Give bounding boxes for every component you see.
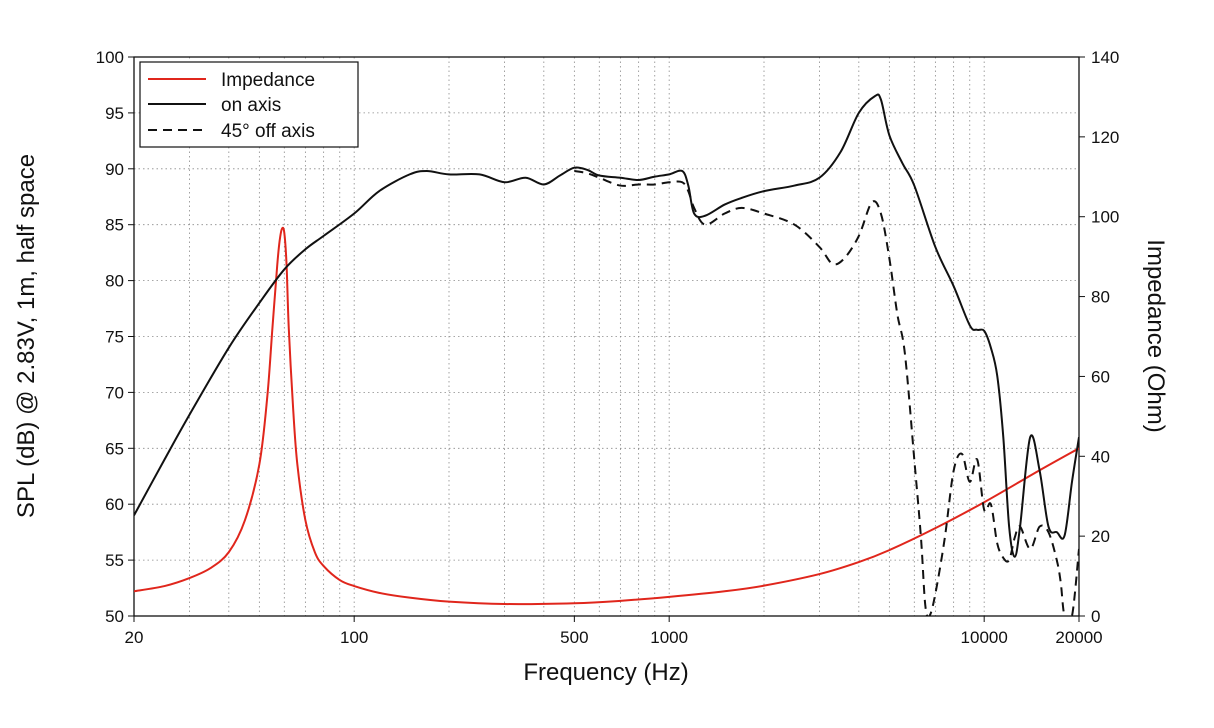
y2-tick-label: 40 xyxy=(1091,447,1110,466)
series-line-45-off-axis xyxy=(574,170,1079,616)
x-axis-title: Frequency (Hz) xyxy=(523,659,688,686)
y2-axis-title: Impedance (Ohm) xyxy=(1142,239,1169,432)
legend-label-off-axis: 45° off axis xyxy=(221,121,315,142)
legend-label-on-axis: on axis xyxy=(221,95,281,116)
series-line-on-axis xyxy=(134,93,1079,558)
y2-tick-label: 100 xyxy=(1091,208,1119,227)
x-tick-label: 500 xyxy=(560,628,588,647)
y2-tick-label: 20 xyxy=(1091,527,1110,546)
x-tick-label: 10000 xyxy=(961,628,1008,647)
x-tick-label: 100 xyxy=(340,628,368,647)
y-axis-title: SPL (dB) @ 2.83V, 1m, half space xyxy=(13,154,40,518)
grid xyxy=(134,57,1079,616)
legend: Impedance on axis 45° off axis xyxy=(139,61,359,148)
y-tick-label: 60 xyxy=(105,495,124,514)
y-tick-label: 70 xyxy=(105,383,124,402)
y2-tick-label: 120 xyxy=(1091,128,1119,147)
series-line-impedance xyxy=(134,226,1079,606)
axis-ticks: 20 100 500 1000 10000 20000505560657075808590… xyxy=(96,48,1120,647)
y2-tick-label: 60 xyxy=(1091,367,1110,386)
x-tick-label: 1000 xyxy=(650,628,688,647)
y2-tick-label: 80 xyxy=(1091,288,1110,307)
y-tick-label: 75 xyxy=(105,328,124,347)
x-tick-label: 20 xyxy=(125,628,144,647)
y-tick-label: 55 xyxy=(105,551,124,570)
y-tick-label: 80 xyxy=(105,272,124,291)
y-tick-label: 95 xyxy=(105,104,124,123)
x-tick-label: 20000 xyxy=(1055,628,1102,647)
legend-label-impedance: Impedance xyxy=(221,70,315,91)
series-lines xyxy=(134,93,1079,616)
y-tick-label: 100 xyxy=(96,48,124,67)
y-tick-label: 90 xyxy=(105,160,124,179)
y-tick-label: 85 xyxy=(105,216,124,235)
y2-tick-label: 140 xyxy=(1091,48,1119,67)
y-tick-label: 65 xyxy=(105,439,124,458)
y-tick-label: 50 xyxy=(105,607,124,626)
y2-tick-label: 0 xyxy=(1091,607,1100,626)
